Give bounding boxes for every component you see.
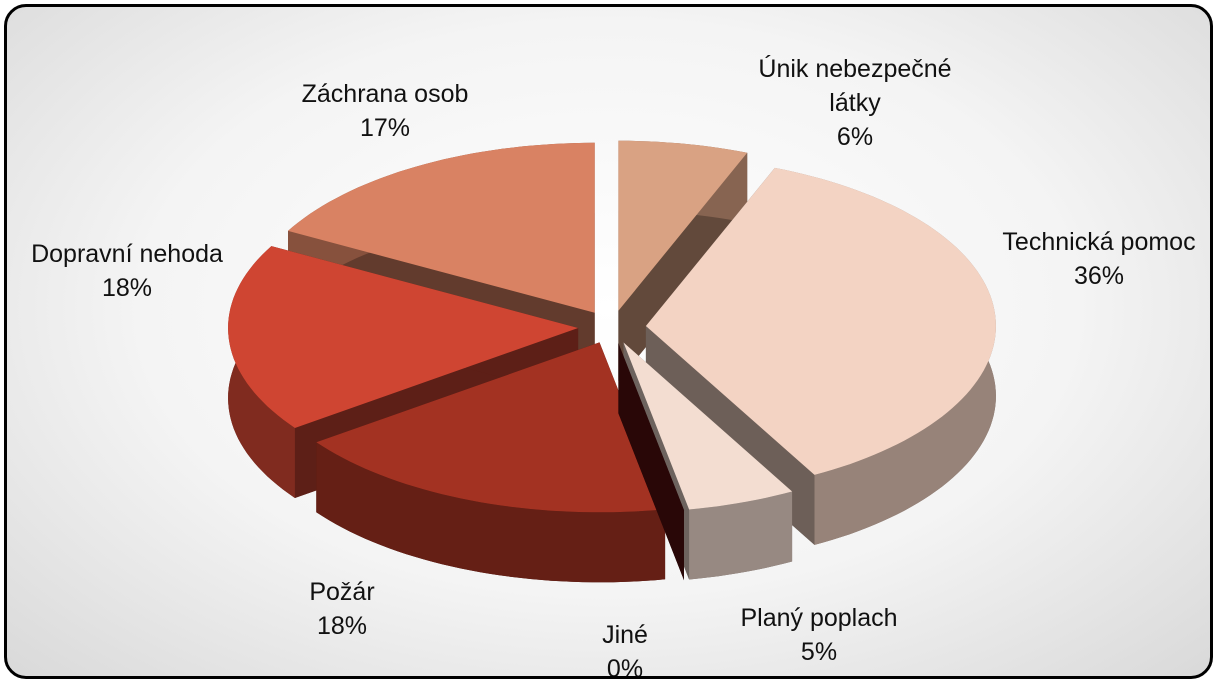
slice-label: Jiné 0% bbox=[510, 618, 740, 679]
slice-top bbox=[228, 246, 579, 428]
pie-slice bbox=[645, 167, 996, 545]
value-label: 6% bbox=[836, 123, 874, 151]
slice-top bbox=[288, 142, 595, 313]
slice-label: Technická pomoc 36% bbox=[984, 225, 1210, 293]
category-label: Požár bbox=[309, 578, 375, 606]
chart-frame: Únik nebezpečné látky 6% Technická pomoc 36… bbox=[4, 4, 1213, 679]
slice-top bbox=[645, 167, 996, 475]
slice-top bbox=[316, 342, 666, 513]
category-label: Únik nebezpečné látky bbox=[758, 55, 952, 117]
value-label: 18% bbox=[101, 274, 153, 302]
slice-label: Požár 18% bbox=[227, 575, 457, 643]
value-label: 17% bbox=[359, 114, 411, 142]
slice-side bbox=[316, 442, 666, 583]
slice-side bbox=[689, 491, 793, 580]
category-label: Planý poplach bbox=[740, 604, 898, 632]
slice-wall bbox=[618, 343, 684, 581]
category-label: Technická pomoc bbox=[1002, 228, 1196, 256]
slice-top bbox=[623, 342, 793, 510]
slice-top bbox=[618, 140, 748, 311]
slice-label: Planý poplach 5% bbox=[704, 601, 934, 669]
value-label: 5% bbox=[800, 638, 838, 666]
value-label: 18% bbox=[316, 612, 368, 640]
slice-label: Záchrana osob 17% bbox=[270, 77, 500, 145]
category-label: Jiné bbox=[602, 621, 648, 649]
slice-label: Únik nebezpečné látky 6% bbox=[740, 52, 970, 154]
slice-label: Dopravní nehoda 18% bbox=[12, 237, 242, 305]
value-label: 36% bbox=[1073, 262, 1125, 290]
category-label: Záchrana osob bbox=[301, 80, 469, 108]
category-label: Dopravní nehoda bbox=[31, 240, 223, 268]
pie-slice bbox=[618, 343, 684, 581]
value-label: 0% bbox=[606, 655, 644, 679]
pie-chart bbox=[228, 140, 996, 583]
pie-slice bbox=[316, 342, 666, 583]
